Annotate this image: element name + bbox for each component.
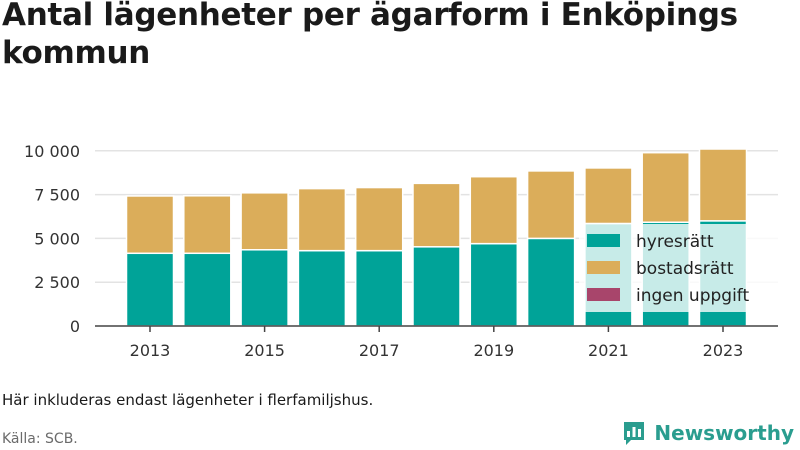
x-axis: 2013 2015 2017 2019 2021 2023 bbox=[95, 325, 778, 360]
bar-segment bbox=[469, 242, 519, 327]
bar-segment bbox=[125, 252, 175, 327]
bar-segment bbox=[240, 192, 289, 251]
x-tick-label: 2013 bbox=[130, 341, 171, 360]
x-tick-label: 2019 bbox=[473, 341, 514, 360]
x-tick-label: 2017 bbox=[359, 341, 400, 360]
bar-segment bbox=[469, 175, 519, 245]
legend-label: hyresrätt bbox=[636, 232, 714, 252]
y-tick-label: 2 500 bbox=[34, 273, 80, 292]
legend: hyresrätt bostadsrätt ingen uppgift bbox=[579, 224, 778, 312]
bar-segment bbox=[526, 237, 576, 327]
bar-segment bbox=[584, 167, 633, 225]
bar-segment bbox=[526, 170, 576, 240]
bar-segment bbox=[183, 252, 232, 327]
brand-name: Newsworthy bbox=[654, 421, 794, 445]
legend-label: bostadsrätt bbox=[636, 259, 734, 279]
y-tick-label: 5 000 bbox=[34, 229, 80, 248]
y-tick-label: 7 500 bbox=[34, 186, 80, 205]
bar-segment bbox=[412, 246, 461, 327]
bar-chart-speech-bubble-icon bbox=[624, 422, 645, 445]
bar-segment bbox=[183, 195, 232, 255]
newsworthy-logo[interactable]: Newsworthy bbox=[622, 420, 794, 446]
bar-segment bbox=[354, 249, 404, 327]
legend-swatch bbox=[587, 288, 620, 301]
bar-segment bbox=[125, 195, 175, 255]
bar-segment bbox=[297, 187, 347, 252]
chart-title: Antal lägenheter per ägarform i Enköping… bbox=[2, 0, 738, 71]
y-tick-label: 0 bbox=[70, 317, 80, 336]
legend-swatch bbox=[587, 234, 620, 247]
bar-segment bbox=[412, 182, 461, 248]
legend-swatch bbox=[587, 261, 620, 274]
y-axis: 0 2 500 5 000 7 500 10 000 bbox=[24, 142, 80, 336]
x-tick-label: 2023 bbox=[703, 341, 744, 360]
bar-segment bbox=[240, 249, 289, 327]
bar-segment bbox=[641, 151, 690, 224]
legend-label: ingen uppgift bbox=[636, 286, 749, 306]
source-note: Källa: SCB. bbox=[2, 431, 78, 447]
bar-segment bbox=[354, 186, 404, 252]
footnote: Här inkluderas endast lägenheter i flerf… bbox=[2, 391, 374, 409]
bar-segment bbox=[297, 249, 347, 327]
x-tick-label: 2021 bbox=[588, 341, 629, 360]
bar-segment bbox=[698, 148, 748, 222]
x-tick-label: 2015 bbox=[244, 341, 285, 360]
y-tick-label: 10 000 bbox=[24, 142, 80, 161]
